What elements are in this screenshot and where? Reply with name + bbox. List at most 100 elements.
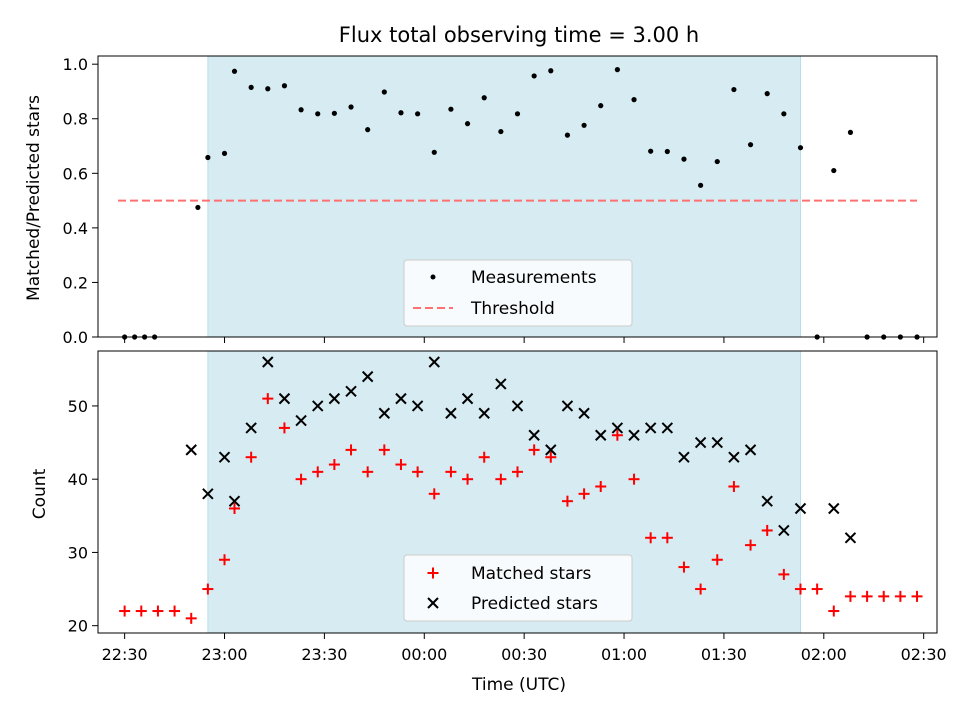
matched-star-point bbox=[878, 590, 890, 602]
measurement-point bbox=[598, 103, 604, 109]
matched-star-point bbox=[628, 473, 640, 485]
predicted-star-point bbox=[218, 451, 231, 463]
predicted-star-point bbox=[378, 407, 391, 419]
measurement-point bbox=[205, 154, 211, 161]
matched-star-point bbox=[295, 473, 307, 485]
predicted-star-point bbox=[395, 392, 407, 405]
predicted-star-point bbox=[561, 400, 574, 412]
matched-star-point bbox=[378, 444, 390, 456]
matched-star-point bbox=[528, 444, 540, 456]
matched-star-point bbox=[185, 612, 197, 624]
predicted-star-point bbox=[262, 356, 274, 368]
predicted-star-point bbox=[578, 407, 590, 419]
matched-star-point bbox=[661, 532, 673, 544]
count-y-axis-label: Count bbox=[30, 468, 50, 519]
chart-title: Flux total observing time = 3.00 h bbox=[339, 23, 699, 47]
legend-threshold-label: Threshold bbox=[470, 299, 555, 319]
matched-star-point bbox=[428, 488, 440, 500]
matched-star-point bbox=[678, 561, 690, 573]
measurement-point bbox=[464, 121, 471, 127]
ratio-y-tick-label: 0.4 bbox=[63, 219, 88, 238]
measurement-point bbox=[664, 148, 670, 155]
time-x-tick-label: 23:00 bbox=[201, 645, 247, 664]
measurement-point bbox=[431, 149, 437, 155]
legend-matched-marker bbox=[427, 567, 439, 579]
ratio-y-tick-label: 0.8 bbox=[63, 110, 88, 129]
matched-star-point bbox=[495, 473, 507, 485]
legend-predicted-marker bbox=[427, 597, 439, 609]
matched-star-point bbox=[312, 466, 324, 478]
matched-star-point bbox=[152, 605, 164, 617]
legend-measurements-marker bbox=[430, 274, 436, 280]
measurement-point bbox=[681, 156, 687, 162]
predicted-stars-points bbox=[185, 356, 857, 544]
matched-star-point bbox=[119, 605, 131, 617]
predicted-star-point bbox=[628, 429, 640, 441]
measurement-point bbox=[331, 110, 337, 116]
measurement-point bbox=[398, 110, 404, 116]
matched-star-point bbox=[512, 466, 523, 478]
predicted-star-point bbox=[611, 422, 624, 434]
matched-star-point bbox=[828, 605, 840, 617]
predicted-star-point bbox=[744, 444, 757, 456]
measurement-points bbox=[122, 67, 920, 340]
predicted-star-point bbox=[185, 444, 197, 456]
count-legend: Matched stars Predicted stars bbox=[403, 554, 633, 622]
measurement-point bbox=[481, 95, 487, 101]
matched-star-point bbox=[578, 488, 590, 500]
matched-star-point bbox=[545, 451, 557, 463]
matched-star-point bbox=[595, 481, 607, 493]
measurement-point bbox=[195, 204, 201, 211]
time-x-tick-label: 00:30 bbox=[501, 645, 547, 664]
time-x-tick-label: 02:30 bbox=[901, 645, 947, 664]
count-legend-box bbox=[403, 554, 633, 622]
measurement-point bbox=[764, 91, 770, 97]
measurement-point bbox=[265, 86, 271, 92]
ratio-legend-box bbox=[403, 259, 633, 327]
predicted-star-point bbox=[202, 488, 214, 500]
measurement-point bbox=[847, 129, 854, 135]
predicted-star-point bbox=[678, 451, 690, 463]
matched-star-point bbox=[695, 583, 707, 595]
predicted-star-point bbox=[694, 436, 707, 449]
measurement-point bbox=[614, 67, 620, 73]
matched-star-point bbox=[811, 583, 823, 595]
predicted-star-point bbox=[828, 502, 840, 515]
matched-star-point bbox=[611, 429, 623, 441]
predicted-star-point bbox=[794, 502, 807, 515]
matched-star-point bbox=[362, 466, 374, 478]
measurement-point bbox=[281, 83, 288, 89]
measurement-point bbox=[498, 128, 504, 135]
predicted-star-point bbox=[528, 429, 540, 441]
predicted-star-point bbox=[478, 407, 490, 419]
count-y-tick-label: 30 bbox=[68, 543, 88, 562]
time-x-tick-label: 01:00 bbox=[601, 645, 647, 664]
ratio-x-tick-marks bbox=[124, 337, 925, 343]
ratio-legend: Measurements Threshold bbox=[403, 259, 633, 327]
measurement-point bbox=[348, 104, 354, 110]
matched-star-point bbox=[478, 451, 490, 463]
measurement-point bbox=[731, 86, 737, 93]
predicted-star-point bbox=[428, 356, 440, 368]
matched-star-point bbox=[412, 466, 424, 478]
matched-star-point bbox=[711, 554, 723, 566]
ratio-y-tick-label: 0.2 bbox=[63, 273, 88, 292]
measurement-point bbox=[531, 73, 537, 79]
predicted-star-point bbox=[761, 495, 773, 507]
measurement-point bbox=[747, 142, 754, 148]
ratio-y-tick-label: 0.0 bbox=[63, 328, 88, 347]
matched-star-point bbox=[561, 495, 573, 507]
predicted-star-point bbox=[245, 422, 257, 434]
measurement-point bbox=[381, 89, 387, 95]
matched-star-point bbox=[202, 583, 214, 595]
matched-stars-points bbox=[119, 393, 923, 624]
matched-star-point bbox=[445, 466, 457, 478]
matched-star-point bbox=[262, 393, 274, 405]
matched-star-point bbox=[135, 605, 147, 617]
legend-matched-plus bbox=[427, 567, 439, 579]
matched-star-point bbox=[169, 605, 181, 617]
ratio-y-tick-label: 1.0 bbox=[63, 55, 88, 74]
predicted-star-point bbox=[711, 436, 723, 449]
legend-predicted-label: Predicted stars bbox=[471, 594, 598, 614]
measurement-point bbox=[648, 148, 654, 154]
